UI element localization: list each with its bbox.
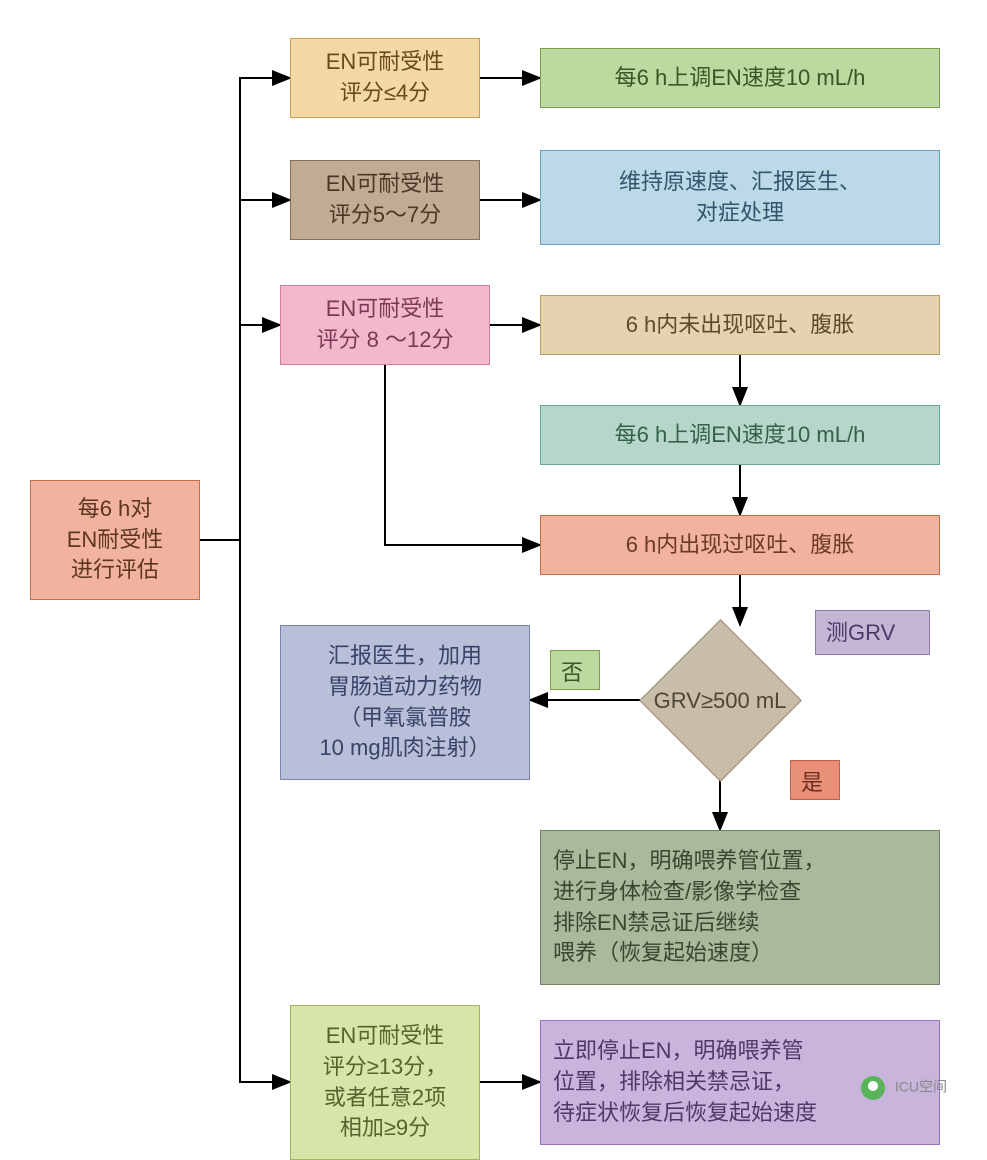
grv-decision-diamond: GRV≥500 mL <box>639 619 802 782</box>
branch2-node: EN可耐受性评分5～7分 <box>290 160 480 240</box>
branch1-node: EN可耐受性评分≤4分 <box>290 38 480 118</box>
watermark-text: ICU空间 <box>895 1079 947 1095</box>
result3c-node: 6 h内出现过呕吐、腹胀 <box>540 515 940 575</box>
branch3-node: EN可耐受性评分 8 ～12分 <box>280 285 490 365</box>
branch4-node: EN可耐受性评分≥13分，或者任意2项相加≥9分 <box>290 1005 480 1160</box>
yes-label: 是 <box>790 760 840 800</box>
result3b-node: 每6 h上调EN速度10 mL/h <box>540 405 940 465</box>
watermark: ICU空间 <box>861 1076 947 1100</box>
measure-grv-label: 测GRV <box>815 610 930 655</box>
wechat-icon <box>861 1076 885 1100</box>
result3a-node: 6 h内未出现呕吐、腹胀 <box>540 295 940 355</box>
result2-node: 维持原速度、汇报医生、对症处理 <box>540 150 940 245</box>
diamond-text: GRV≥500 mL <box>654 687 787 713</box>
action-yes-node: 停止EN，明确喂养管位置， 进行身体检查/影像学检查 排除EN禁忌证后继续 喂养… <box>540 830 940 985</box>
action-no-node: 汇报医生，加用胃肠道动力药物（甲氧氯普胺10 mg肌肉注射） <box>280 625 530 780</box>
result1-node: 每6 h上调EN速度10 mL/h <box>540 48 940 108</box>
no-label: 否 <box>550 650 600 690</box>
start-node: 每6 h对EN耐受性进行评估 <box>30 480 200 600</box>
